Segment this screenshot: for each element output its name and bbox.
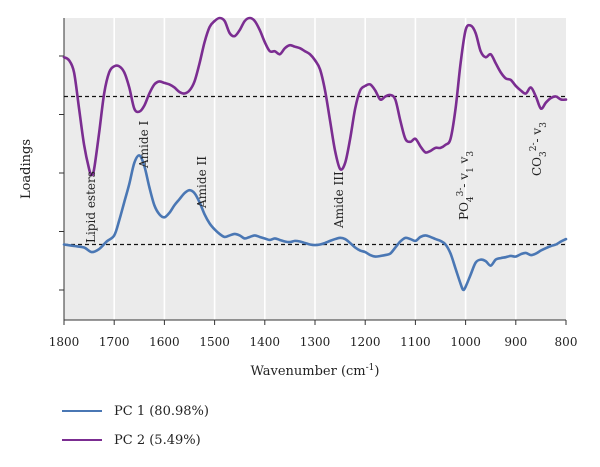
annotation-amide-iii: Amide III xyxy=(332,171,346,229)
legend-label-pc1: PC 1 (80.98%) xyxy=(114,403,209,419)
y-axis-ticks xyxy=(59,55,64,291)
series-lines xyxy=(62,16,568,292)
x-tick-label-900: 900 xyxy=(504,335,527,349)
grid-lines xyxy=(113,18,517,320)
y-axis-title: Loadings xyxy=(19,139,34,199)
x-tick-label-1500: 1500 xyxy=(199,335,230,349)
legend-swatch-pc2 xyxy=(62,439,102,441)
x-tick-label-1600: 1600 xyxy=(149,335,180,349)
annotation-amide-ii: Amide II xyxy=(195,156,209,209)
x-tick-label-1000: 1000 xyxy=(450,335,481,349)
series-line-pc2 xyxy=(62,16,568,177)
x-tick-label-1800: 1800 xyxy=(49,335,80,349)
x-tick-label-1300: 1300 xyxy=(300,335,331,349)
x-axis-title: Wavenumber (cm-1) xyxy=(251,363,380,379)
annotation-lipid-esters: Lipid esters xyxy=(84,171,98,243)
x-tick-label-800: 800 xyxy=(555,335,578,349)
x-tick-label-1700: 1700 xyxy=(99,335,130,349)
x-axis-ticks: 1800 1700 1600 1500 1400 1300 1200 1100 1000 900 8… xyxy=(49,320,578,349)
legend-swatch-pc1 xyxy=(62,410,102,412)
legend-item-pc2: PC 2 (5.49%) xyxy=(62,430,209,450)
annotation-carbonate: CO32-- v3 xyxy=(529,122,549,176)
legend-label-pc2: PC 2 (5.49%) xyxy=(114,432,201,448)
annotation-amide-i: Amide I xyxy=(137,121,151,169)
x-tick-label-1100: 1100 xyxy=(400,335,431,349)
legend: PC 1 (80.98%) PC 2 (5.49%) xyxy=(62,401,209,459)
x-tick-label-1200: 1200 xyxy=(350,335,381,349)
annotation-phosphate: PO43-- v1 v3 xyxy=(456,151,476,220)
x-tick-label-1400: 1400 xyxy=(250,335,281,349)
legend-item-pc1: PC 1 (80.98%) xyxy=(62,401,209,421)
series-line-pc1 xyxy=(62,154,568,292)
